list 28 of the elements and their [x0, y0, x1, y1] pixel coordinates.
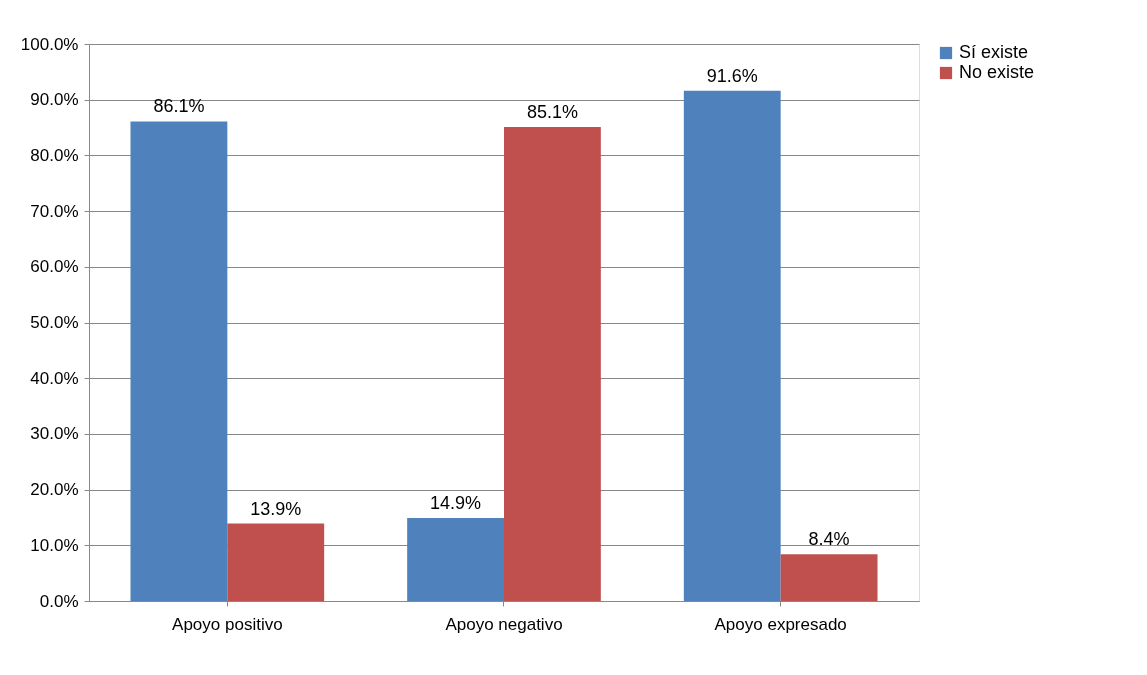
legend-label: Sí existe — [959, 42, 1029, 62]
bar — [780, 554, 878, 601]
bar — [683, 90, 781, 601]
bar — [227, 523, 325, 601]
data-label: 85.1% — [526, 101, 578, 122]
y-tick-label: 10.0% — [30, 535, 79, 555]
y-tick-label: 90.0% — [30, 90, 79, 110]
legend-label: No existe — [959, 62, 1035, 82]
y-tick-label: 40.0% — [30, 368, 79, 388]
bar — [130, 121, 228, 601]
data-label: 13.9% — [250, 498, 302, 519]
bar — [407, 518, 504, 601]
x-tick-label: Apoyo negativo — [445, 614, 563, 634]
y-tick-label: 80.0% — [30, 145, 79, 165]
y-tick-label: 0.0% — [39, 591, 79, 611]
x-tick-label: Apoyo positivo — [172, 614, 283, 634]
y-tick-label: 70.0% — [30, 201, 79, 221]
x-tick-label: Apoyo expresado — [714, 614, 847, 634]
data-label: 86.1% — [153, 96, 205, 117]
y-tick-label: 50.0% — [30, 313, 79, 332]
data-label: 14.9% — [430, 493, 482, 514]
y-tick-label: 60.0% — [30, 257, 79, 277]
data-label: 91.6% — [706, 65, 758, 86]
y-tick-label: 30.0% — [30, 424, 79, 444]
bar — [504, 126, 601, 601]
y-tick-label: 20.0% — [30, 480, 79, 500]
y-tick-label: 100.0% — [20, 34, 79, 54]
data-label: 8.4% — [808, 529, 850, 550]
